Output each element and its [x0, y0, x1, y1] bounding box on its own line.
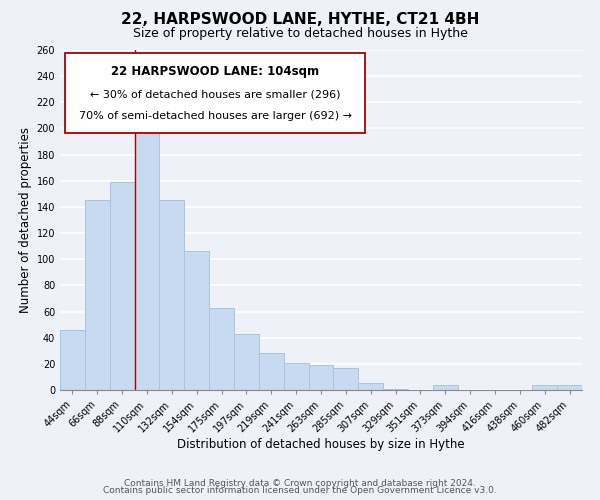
Bar — [308, 365, 334, 390]
Bar — [160, 200, 184, 390]
Bar — [358, 384, 383, 390]
Text: 70% of semi-detached houses are larger (692) →: 70% of semi-detached houses are larger (… — [79, 110, 352, 120]
Bar — [110, 182, 134, 390]
Text: 22, HARPSWOOD LANE, HYTHE, CT21 4BH: 22, HARPSWOOD LANE, HYTHE, CT21 4BH — [121, 12, 479, 28]
Bar — [433, 385, 458, 390]
Y-axis label: Number of detached properties: Number of detached properties — [19, 127, 32, 313]
Bar — [284, 362, 308, 390]
Bar — [209, 308, 234, 390]
Bar — [134, 123, 160, 390]
Text: Contains public sector information licensed under the Open Government Licence v3: Contains public sector information licen… — [103, 486, 497, 495]
Bar — [557, 385, 582, 390]
Text: Contains HM Land Registry data © Crown copyright and database right 2024.: Contains HM Land Registry data © Crown c… — [124, 478, 476, 488]
Text: Size of property relative to detached houses in Hythe: Size of property relative to detached ho… — [133, 28, 467, 40]
Bar — [532, 385, 557, 390]
Text: 22 HARPSWOOD LANE: 104sqm: 22 HARPSWOOD LANE: 104sqm — [111, 66, 319, 78]
Text: ← 30% of detached houses are smaller (296): ← 30% of detached houses are smaller (29… — [90, 89, 341, 99]
Bar — [85, 200, 110, 390]
FancyBboxPatch shape — [65, 54, 365, 134]
Bar — [60, 330, 85, 390]
X-axis label: Distribution of detached houses by size in Hythe: Distribution of detached houses by size … — [177, 438, 465, 451]
Bar — [259, 354, 284, 390]
Bar — [234, 334, 259, 390]
Bar — [184, 252, 209, 390]
Bar — [383, 388, 408, 390]
Bar — [334, 368, 358, 390]
